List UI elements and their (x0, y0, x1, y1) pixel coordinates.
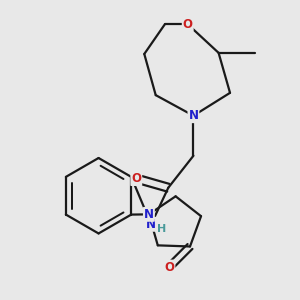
Text: N: N (146, 218, 156, 231)
Text: O: O (131, 172, 141, 185)
Text: N: N (188, 109, 198, 122)
Text: O: O (164, 261, 174, 274)
Text: O: O (183, 18, 193, 31)
Text: H: H (157, 224, 166, 234)
Text: N: N (144, 208, 154, 221)
